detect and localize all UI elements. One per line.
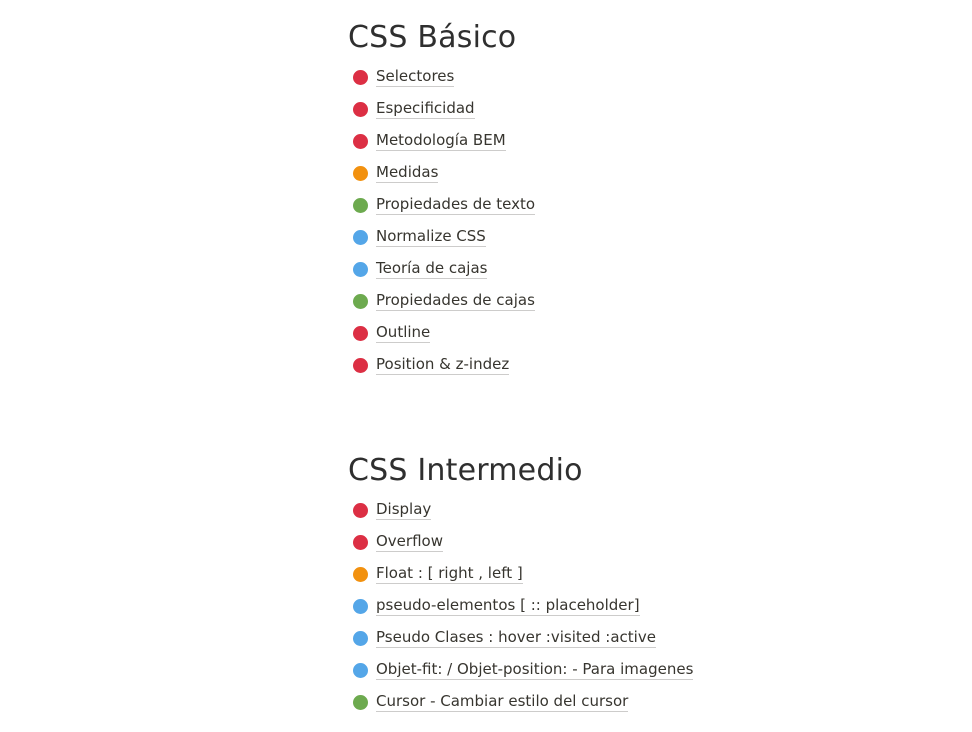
status-dot-icon <box>353 357 368 373</box>
topic-link[interactable]: Teoría de cajas <box>376 259 488 279</box>
list-item: Float : [ right , left ] <box>348 558 693 590</box>
list-item: Propiedades de texto <box>348 189 536 221</box>
topic-link[interactable]: Pseudo Clases : hover :visited :active <box>376 628 656 648</box>
status-dot-icon <box>353 197 368 213</box>
topic-list: Selectores Especificidad Metodología BEM… <box>348 61 536 381</box>
status-dot-icon <box>353 502 368 518</box>
list-item: pseudo-elementos [ :: placeholder] <box>348 590 693 622</box>
list-item: Overflow <box>348 526 693 558</box>
topic-list: Display Overflow Float : [ right , left … <box>348 494 694 718</box>
section-title: CSS Intermedio <box>348 453 583 488</box>
list-item: Teoría de cajas <box>348 253 535 285</box>
status-dot-icon <box>353 325 368 341</box>
topic-link[interactable]: Normalize CSS <box>376 227 486 247</box>
topic-link[interactable]: Propiedades de cajas <box>376 291 535 311</box>
status-dot-icon <box>353 630 368 646</box>
status-dot-icon <box>353 261 368 277</box>
topic-link[interactable]: Position & z-indez <box>376 355 510 375</box>
list-item: Medidas <box>348 157 535 189</box>
section-css-intermedio: CSS Intermedio Display Overflow Float : … <box>348 451 694 718</box>
status-dot-icon <box>353 598 368 614</box>
status-dot-icon <box>353 694 368 710</box>
list-item: Metodología BEM <box>348 125 535 157</box>
section-title: CSS Básico <box>348 20 517 55</box>
topic-link[interactable]: Cursor - Cambiar estilo del cursor <box>376 692 629 712</box>
status-dot-icon <box>353 534 368 550</box>
topic-link[interactable]: pseudo-elementos [ :: placeholder] <box>376 596 640 616</box>
list-item: Position & z-indez <box>348 349 535 381</box>
status-dot-icon <box>353 293 368 309</box>
status-dot-icon <box>353 165 368 181</box>
topic-link[interactable]: Propiedades de texto <box>376 195 536 215</box>
status-dot-icon <box>353 69 368 85</box>
topic-link[interactable]: Float : [ right , left ] <box>376 564 523 584</box>
status-dot-icon <box>353 566 368 582</box>
topic-link[interactable]: Objet-fit: / Objet-position: - Para imag… <box>376 660 694 680</box>
list-item: Display <box>348 494 693 526</box>
section-css-basico: CSS Básico Selectores Especificidad Meto… <box>348 18 536 381</box>
topic-link[interactable]: Overflow <box>376 532 443 552</box>
topic-link[interactable]: Especificidad <box>376 99 475 119</box>
list-item: Outline <box>348 317 535 349</box>
list-item: Propiedades de cajas <box>348 285 535 317</box>
list-item: Cursor - Cambiar estilo del cursor <box>348 686 693 718</box>
list-item: Especificidad <box>348 93 535 125</box>
list-item: Pseudo Clases : hover :visited :active <box>348 622 693 654</box>
topic-link[interactable]: Outline <box>376 323 431 343</box>
list-item: Objet-fit: / Objet-position: - Para imag… <box>348 654 694 686</box>
topic-link[interactable]: Display <box>376 500 432 520</box>
status-dot-icon <box>353 101 368 117</box>
topic-link[interactable]: Selectores <box>376 67 455 87</box>
topic-link[interactable]: Metodología BEM <box>376 131 506 151</box>
topic-link[interactable]: Medidas <box>376 163 439 183</box>
status-dot-icon <box>353 662 368 678</box>
status-dot-icon <box>353 133 368 149</box>
status-dot-icon <box>353 229 368 245</box>
list-item: Normalize CSS <box>348 221 535 253</box>
list-item: Selectores <box>348 61 535 93</box>
